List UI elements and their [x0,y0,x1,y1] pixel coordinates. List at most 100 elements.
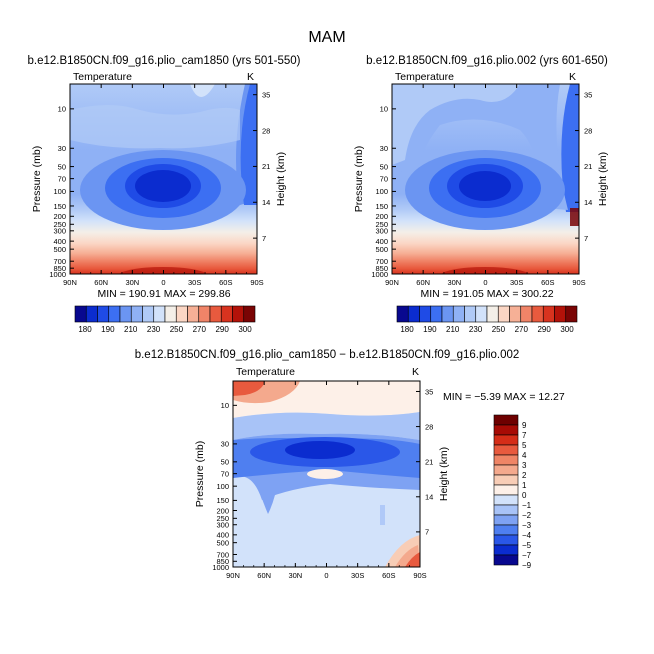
panel-title: b.e12.B1850CN.f09_g16.plio.002 (yrs 601-… [366,55,608,67]
colorbar-label: 2 [522,471,527,480]
colorbar-box [493,414,519,426]
colorbar-box [85,305,98,323]
colorbar: 180 190 210 230 250 270 290 300 [74,305,256,334]
colorbar-box [486,305,499,323]
x-tick-label: 60N [257,571,271,580]
colorbar-box [232,305,245,323]
x-tick-label: 30N [125,278,139,287]
y-tick-label: 300 [53,227,66,236]
y-tick-label: 70 [221,469,229,478]
colorbar-label: 230 [469,325,483,334]
y-tick-label: 250 [53,220,66,229]
y-axis-label: Pressure (mb) [194,441,206,508]
y-axis-label: Pressure (mb) [353,146,365,213]
x-tick-label: 0 [161,278,165,287]
colorbar-label: 180 [78,325,92,334]
y-tick-label: 700 [216,550,229,559]
colorbar-box [452,305,465,323]
y-tick-label: 400 [375,237,388,246]
y-tick-label: 500 [216,538,229,547]
colorbar-label: 190 [101,325,115,334]
y-tick-label: 1000 [371,270,388,279]
y-tick-label: 30 [58,144,66,153]
x-tick-label: 30N [447,278,461,287]
colorbar-box [493,474,519,486]
units-label: K [569,71,576,83]
colorbar-box [542,305,555,323]
colorbar-label: −5 [522,541,532,550]
y-tick-label: 400 [53,237,66,246]
y2-tick-label: 21 [262,162,270,171]
colorbar-label: 210 [124,325,138,334]
y-tick-label: 500 [53,245,66,254]
y2-tick-label: 35 [262,90,270,99]
colorbar-box [493,514,519,526]
colorbar-box [74,305,87,323]
y-tick-label: 250 [375,220,388,229]
y-tick-label: 300 [375,227,388,236]
x-tick-label: 90S [250,278,263,287]
x-tick-label: 90N [385,278,399,287]
colorbar-box [187,305,200,323]
colorbar-box [209,305,222,323]
colorbar-box [153,305,166,323]
colorbar-box [475,305,488,323]
y2-tick-label: 28 [262,126,270,135]
y2-axis-label: Height (km) [275,152,287,206]
x-tick-label: 0 [324,571,328,580]
colorbar-label: 3 [522,461,527,470]
colorbar-box [419,305,432,323]
x-tick-label: 30S [188,278,201,287]
panel-control: b.e12.B1850CN.f09_g16.plio_cam1850 (yrs … [28,55,301,334]
contour-field [233,381,420,567]
y-tick-label: 50 [380,162,388,171]
colorbar-box [97,305,110,323]
y-tick-label: 30 [380,144,388,153]
panel-title: b.e12.B1850CN.f09_g16.plio_cam1850 − b.e… [135,349,520,361]
colorbar-box [164,305,177,323]
variable-label: Temperature [73,71,132,83]
x-tick-label: 30S [351,571,364,580]
colorbar-box [220,305,233,323]
y2-tick-label: 21 [425,457,433,466]
y2-tick-label: 14 [262,198,270,207]
colorbar-box [243,305,256,323]
colorbar-box [175,305,188,323]
colorbar-box [531,305,544,323]
y2-tick-label: 35 [584,90,592,99]
y-axis-label: Pressure (mb) [31,146,43,213]
y-tick-label: 200 [375,212,388,221]
x-tick-label: 60S [219,278,232,287]
y-tick-label: 150 [216,496,229,505]
y-tick-label: 500 [375,245,388,254]
x-tick-label: 60N [416,278,430,287]
colorbar-label: 5 [522,441,527,450]
colorbar-label: 1 [522,481,527,490]
y2-tick-label: 14 [425,493,433,502]
y-tick-label: 50 [58,162,66,171]
colorbar-box [464,305,477,323]
y-tick-label: 150 [53,202,66,211]
x-tick-label: 90S [413,571,426,580]
y2-tick-label: 7 [262,234,266,243]
colorbar-label: 290 [215,325,229,334]
colorbar-box [497,305,510,323]
y2-axis-label: Height (km) [438,447,450,501]
colorbar-label: 290 [537,325,551,334]
x-tick-label: 0 [483,278,487,287]
colorbar-box [396,305,409,323]
y-tick-label: 1000 [212,563,229,572]
y-tick-label: 400 [216,531,229,540]
x-tick-label: 90N [63,278,77,287]
y-tick-label: 1000 [49,270,66,279]
colorbar: 180 190 210 230 250 270 290 300 [396,305,578,334]
colorbar-label: 270 [193,325,207,334]
x-tick-label: 90S [572,278,585,287]
y-tick-label: 850 [53,264,66,273]
x-tick-label: 90N [226,571,240,580]
y-tick-label: 150 [375,202,388,211]
x-tick-label: 60S [541,278,554,287]
y-tick-label: 100 [216,482,229,491]
colorbar-label: 270 [515,325,529,334]
colorbar-label: 7 [522,431,527,440]
